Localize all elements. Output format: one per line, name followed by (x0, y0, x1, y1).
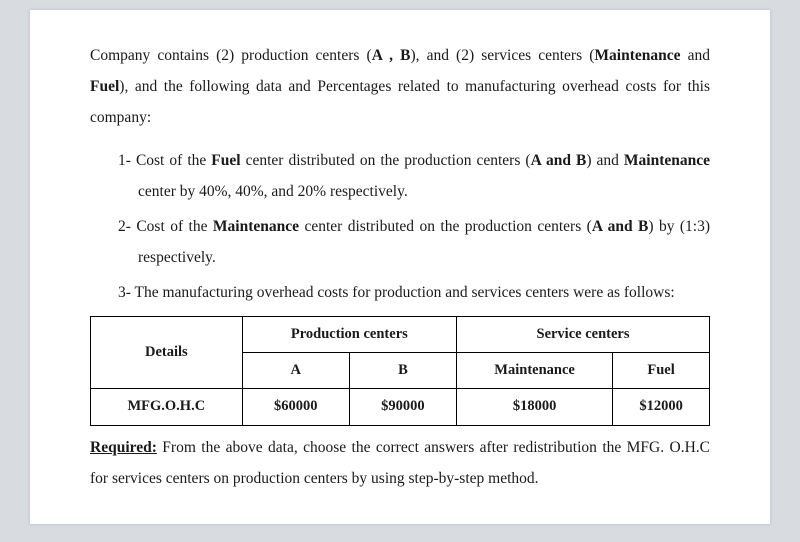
numbered-list: 1- Cost of the Fuel center distributed o… (90, 145, 710, 308)
intro-paragraph: Company contains (2) production centers … (90, 40, 710, 133)
document-page: Company contains (2) production centers … (30, 10, 770, 524)
item-text: 3- The manufacturing overhead costs for … (118, 284, 675, 301)
header-details: Details (91, 317, 243, 389)
header-maintenance: Maintenance (457, 353, 613, 389)
item-bold: Fuel (211, 152, 240, 169)
intro-bold: A , B (372, 47, 411, 64)
intro-bold: Fuel (90, 78, 119, 95)
list-item: 3- The manufacturing overhead costs for … (118, 277, 710, 308)
item-text: center distributed on the production cen… (299, 218, 592, 235)
required-label: Required: (90, 439, 157, 456)
header-production: Production centers (242, 317, 456, 353)
required-paragraph: Required: From the above data, choose th… (90, 432, 710, 494)
item-bold: Maintenance (213, 218, 299, 235)
table-row: MFG.O.H.C $60000 $90000 $18000 $12000 (91, 389, 710, 425)
intro-text: ), and the following data and Percentage… (119, 78, 440, 95)
list-item: 2- Cost of the Maintenance center distri… (118, 211, 710, 273)
item-bold: A and B (592, 218, 649, 235)
intro-text: Company contains (2) production centers … (90, 47, 372, 64)
intro-bold: Maintenance (594, 47, 680, 64)
item-text: center distributed on the production cen… (241, 152, 531, 169)
item-bold: Maintenance (624, 152, 710, 169)
cell-b: $90000 (349, 389, 456, 425)
header-service: Service centers (457, 317, 710, 353)
row-label: MFG.O.H.C (91, 389, 243, 425)
header-b: B (349, 353, 456, 389)
item-text: ) and (586, 152, 624, 169)
cost-table: Details Production centers Service cente… (90, 316, 710, 426)
item-text: center by 40%, 40%, and 20% respectively… (138, 183, 408, 200)
item-text: 2- Cost of the (118, 218, 213, 235)
item-bold: A and B (531, 152, 587, 169)
table-header-row: Details Production centers Service cente… (91, 317, 710, 353)
cell-maintenance: $18000 (457, 389, 613, 425)
header-fuel: Fuel (613, 353, 710, 389)
header-a: A (242, 353, 349, 389)
item-text: 1- Cost of the (118, 152, 211, 169)
intro-text: ), and (2) services centers (410, 47, 582, 64)
intro-text: and (681, 47, 710, 64)
cell-fuel: $12000 (613, 389, 710, 425)
required-text: From the above data, choose the correct … (90, 439, 710, 487)
cell-a: $60000 (242, 389, 349, 425)
list-item: 1- Cost of the Fuel center distributed o… (118, 145, 710, 207)
